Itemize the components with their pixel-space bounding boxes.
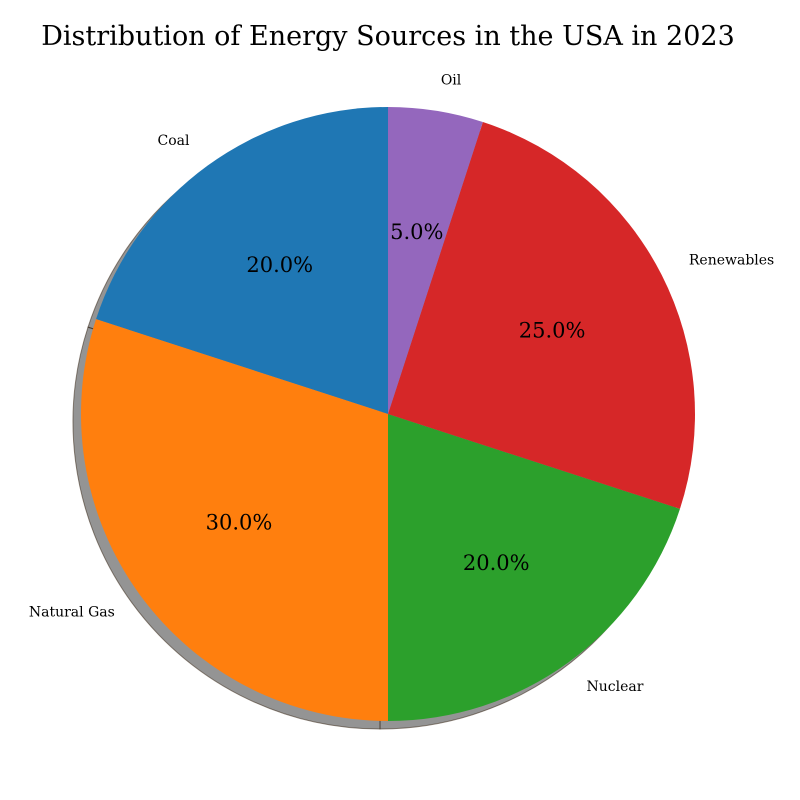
slice-nuclear	[388, 414, 680, 721]
pie-slices	[81, 107, 695, 721]
label-coal: Coal	[158, 133, 190, 149]
slice-coal	[96, 107, 388, 414]
percent-oil: 5.0%	[390, 220, 443, 244]
slice-renewables	[388, 122, 695, 509]
percent-coal: 20.0%	[246, 253, 313, 277]
percent-renewables: 25.0%	[519, 318, 586, 342]
percent-nuclear: 20.0%	[463, 551, 530, 575]
label-natural-gas: Natural Gas	[29, 605, 115, 621]
pie-labels: Coal 20.0% Natural Gas 30.0% Nuclear 20.0% Ren…	[29, 72, 774, 695]
percent-natural-gas: 30.0%	[206, 510, 273, 534]
chart-title: Distribution of Energy Sources in the US…	[41, 21, 735, 52]
slice-natural-gas	[81, 319, 389, 721]
slice-oil	[388, 107, 483, 414]
label-renewables: Renewables	[689, 253, 774, 269]
label-nuclear: Nuclear	[587, 679, 644, 695]
label-oil: Oil	[441, 72, 462, 88]
